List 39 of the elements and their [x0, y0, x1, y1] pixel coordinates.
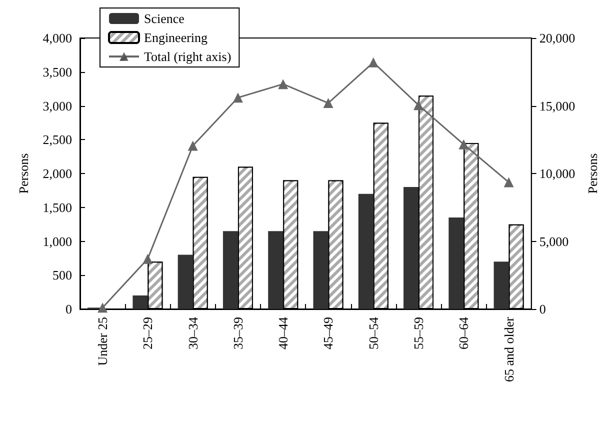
y2-tick-label: 0 [539, 302, 546, 316]
y-tick-label: 0 [66, 302, 72, 316]
point [232, 92, 243, 103]
point [323, 98, 334, 108]
point [458, 139, 469, 150]
x-tick-label: 55–59 [411, 317, 426, 350]
y2-tick-label: 10,000 [539, 166, 576, 181]
point [188, 140, 198, 151]
y-tick-label: 4,000 [42, 30, 72, 46]
legend-label: Science [144, 11, 185, 26]
point [414, 100, 424, 110]
x-tick-label: Under 25 [95, 317, 110, 366]
x-tick-label: 25–29 [140, 317, 156, 350]
y-tick-label: 2,000 [42, 166, 72, 181]
legend-label: Engineering [144, 30, 208, 45]
point [142, 254, 153, 264]
y2-tick-label: 15,000 [539, 98, 576, 114]
point [278, 79, 288, 90]
y-tick-label: 3,500 [42, 64, 72, 80]
x-tick-label: 50–54 [366, 316, 381, 350]
point [504, 177, 514, 188]
y-tick-label: 2,500 [42, 132, 72, 148]
y-tick-label: 1,500 [42, 200, 72, 215]
x-tick-label: 40–44 [276, 316, 291, 350]
y-tick-label: 3,000 [42, 98, 72, 114]
legend-label: Total (right axis) [144, 49, 232, 64]
x-tick-label: 35–39 [230, 317, 246, 350]
x-tick-label: 60–64 [456, 316, 472, 350]
y2-tick-label: 5,000 [539, 234, 569, 249]
y2-axis-title: Persons [585, 153, 600, 194]
x-tick-label: 65 and older [501, 316, 516, 382]
point [98, 302, 108, 313]
point [368, 57, 378, 68]
x-tick-label: 45–49 [320, 317, 336, 350]
y-tick-label: 1,000 [42, 234, 72, 249]
y2-tick-label: 20,000 [539, 30, 576, 46]
y-axis-title: Persons [16, 153, 31, 194]
y-tick-label: 500 [52, 268, 72, 283]
x-tick-label: 30–34 [185, 316, 200, 350]
